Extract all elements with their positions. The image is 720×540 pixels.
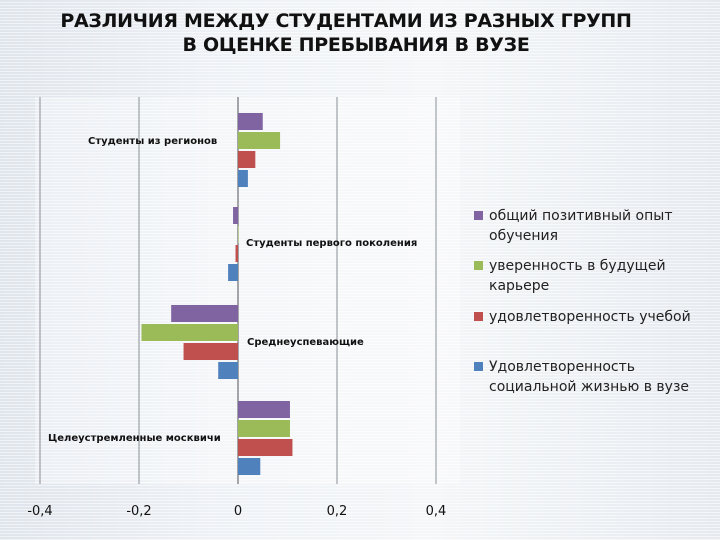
bar-1-1 bbox=[238, 113, 263, 130]
legend-label-line: карьере bbox=[489, 278, 549, 294]
bar-4-2 bbox=[238, 420, 290, 437]
bar-2-4 bbox=[228, 264, 238, 281]
x-tick-label-3: 0,2 bbox=[327, 504, 348, 519]
bar-4-4 bbox=[238, 458, 261, 475]
legend-label-line: общий позитивный опыт bbox=[489, 208, 672, 224]
legend-label-line: уверенность в будущей bbox=[489, 258, 666, 274]
bar-1-3 bbox=[238, 151, 256, 168]
bar-2-1 bbox=[233, 207, 238, 224]
bar-1-2 bbox=[238, 132, 281, 149]
bar-3-3 bbox=[183, 343, 238, 360]
bar-1-4 bbox=[238, 170, 248, 187]
category-label-4: Целеустремленные москвичи bbox=[48, 433, 221, 444]
legend-label-line: удовлетворенность учебой bbox=[489, 309, 691, 325]
legend-label-line: Удовлетворенность bbox=[489, 359, 635, 375]
bar-2-3 bbox=[235, 245, 238, 262]
legend-label-line: социальной жизнью в вузе bbox=[489, 379, 689, 395]
legend-label-3: удовлетворенность учебой bbox=[489, 309, 691, 325]
legend-swatch-3 bbox=[474, 312, 483, 321]
legend-label-2: уверенность в будущей карьере bbox=[489, 258, 666, 294]
legend-swatch-1 bbox=[474, 211, 483, 220]
bar-3-2 bbox=[141, 324, 238, 341]
bar-2-2 bbox=[238, 226, 239, 243]
legend-label-line: обучения bbox=[489, 228, 558, 244]
chart-title-line2: В ОЦЕНКЕ ПРЕБЫВАНИЯ В ВУЗЕ bbox=[182, 34, 530, 56]
x-tick-label-2: 0 bbox=[234, 504, 242, 519]
x-tick-label-0: -0,4 bbox=[27, 504, 52, 519]
category-label-2: Студенты первого поколения bbox=[246, 238, 417, 249]
bar-4-3 bbox=[238, 439, 293, 456]
bar-3-4 bbox=[218, 362, 238, 379]
chart-title-line1: РАЗЛИЧИЯ МЕЖДУ СТУДЕНТАМИ ИЗ РАЗНЫХ ГРУП… bbox=[60, 10, 632, 32]
legend-swatch-2 bbox=[474, 261, 483, 270]
category-label-1: Студенты из регионов bbox=[88, 136, 217, 147]
legend-label-1: общий позитивный опыт обучения bbox=[489, 208, 672, 244]
category-label-3: Среднеуспевающие bbox=[247, 337, 364, 348]
legend-label-4: Удовлетворенность социальной жизнью в вуз… bbox=[489, 359, 689, 395]
bar-4-1 bbox=[238, 401, 290, 418]
bar-3-1 bbox=[171, 305, 238, 322]
x-tick-label-1: -0,2 bbox=[126, 504, 151, 519]
legend-swatch-4 bbox=[474, 362, 483, 371]
x-tick-label-4: 0,4 bbox=[426, 504, 447, 519]
